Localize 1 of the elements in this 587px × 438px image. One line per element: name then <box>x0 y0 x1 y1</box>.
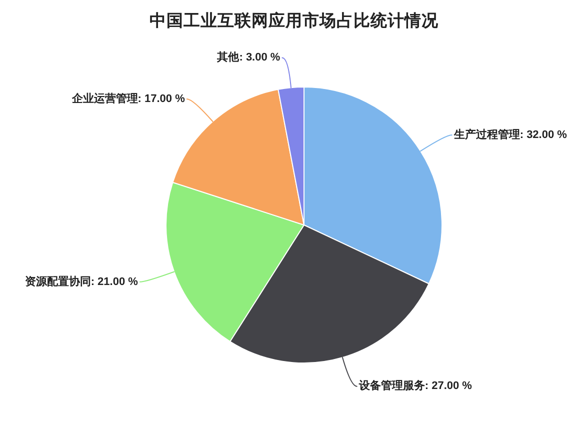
title: 中国工业互联网应用市场占比统计情况 <box>150 12 438 30</box>
